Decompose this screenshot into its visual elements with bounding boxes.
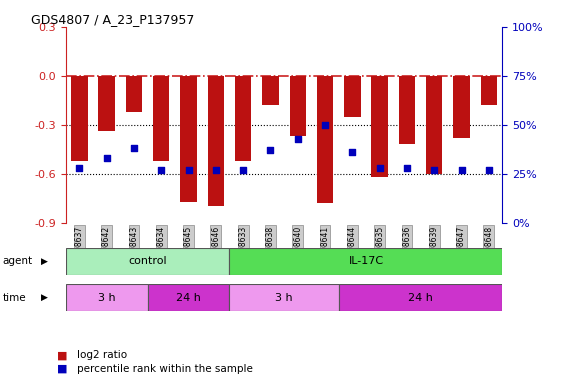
- Bar: [66, 284, 147, 311]
- Bar: [66, 248, 230, 275]
- Bar: [339, 284, 502, 311]
- Bar: [426, 76, 443, 174]
- Point: [320, 122, 329, 128]
- Text: 24 h: 24 h: [176, 293, 201, 303]
- Text: ■: ■: [57, 350, 67, 360]
- Point: [457, 167, 466, 173]
- Bar: [371, 76, 388, 177]
- Bar: [289, 76, 306, 136]
- Bar: [126, 76, 142, 112]
- Point: [102, 155, 111, 161]
- Bar: [481, 76, 497, 105]
- Point: [211, 167, 220, 173]
- Point: [184, 167, 193, 173]
- Bar: [453, 76, 470, 138]
- Bar: [208, 76, 224, 207]
- Bar: [344, 76, 360, 117]
- Bar: [98, 76, 115, 131]
- Bar: [235, 76, 251, 161]
- Text: agent: agent: [3, 256, 33, 266]
- Bar: [180, 76, 196, 202]
- Point: [293, 136, 302, 142]
- Text: control: control: [128, 256, 167, 266]
- Text: ▶: ▶: [41, 293, 48, 302]
- Text: 3 h: 3 h: [98, 293, 115, 303]
- Bar: [262, 76, 279, 105]
- Point: [375, 165, 384, 171]
- Text: 24 h: 24 h: [408, 293, 433, 303]
- Text: IL-17C: IL-17C: [348, 256, 384, 266]
- Text: GDS4807 / A_23_P137957: GDS4807 / A_23_P137957: [31, 13, 194, 26]
- Point: [348, 149, 357, 155]
- Text: 3 h: 3 h: [275, 293, 293, 303]
- Bar: [230, 248, 502, 275]
- Point: [156, 167, 166, 173]
- Point: [239, 167, 248, 173]
- Point: [403, 165, 412, 171]
- Bar: [147, 284, 230, 311]
- Text: time: time: [3, 293, 26, 303]
- Text: ■: ■: [57, 364, 67, 374]
- Text: percentile rank within the sample: percentile rank within the sample: [77, 364, 253, 374]
- Bar: [153, 76, 170, 161]
- Bar: [399, 76, 415, 144]
- Bar: [230, 284, 339, 311]
- Point: [429, 167, 439, 173]
- Point: [266, 147, 275, 153]
- Bar: [71, 76, 87, 161]
- Bar: [317, 76, 333, 203]
- Point: [484, 167, 493, 173]
- Point: [130, 145, 139, 151]
- Text: log2 ratio: log2 ratio: [77, 350, 127, 360]
- Point: [75, 165, 84, 171]
- Text: ▶: ▶: [41, 257, 48, 266]
